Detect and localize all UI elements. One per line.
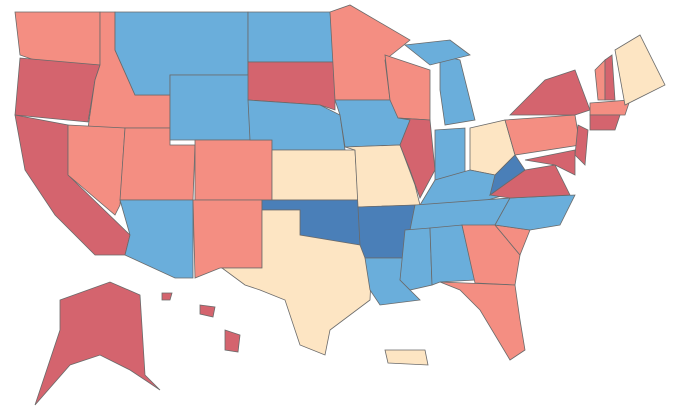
region[interactable] bbox=[194, 139, 273, 201]
region[interactable] bbox=[589, 114, 621, 131]
region[interactable] bbox=[403, 39, 471, 66]
region[interactable] bbox=[247, 61, 336, 111]
region[interactable] bbox=[524, 149, 576, 176]
region[interactable] bbox=[574, 124, 589, 166]
region[interactable] bbox=[504, 114, 581, 156]
region[interactable] bbox=[439, 54, 476, 126]
region[interactable] bbox=[199, 304, 216, 318]
region[interactable] bbox=[399, 227, 433, 291]
region[interactable] bbox=[397, 117, 436, 199]
region[interactable] bbox=[14, 57, 101, 123]
region[interactable] bbox=[509, 69, 591, 116]
region[interactable] bbox=[604, 54, 616, 101]
region[interactable] bbox=[34, 281, 161, 406]
region[interactable] bbox=[67, 124, 126, 216]
region[interactable] bbox=[161, 292, 173, 301]
region[interactable] bbox=[119, 199, 194, 279]
region[interactable] bbox=[489, 154, 526, 196]
region[interactable] bbox=[220, 209, 373, 356]
region[interactable] bbox=[247, 11, 336, 63]
region[interactable] bbox=[461, 224, 521, 286]
region[interactable] bbox=[192, 199, 263, 279]
region[interactable] bbox=[169, 74, 251, 141]
region[interactable] bbox=[439, 281, 526, 361]
region[interactable] bbox=[429, 224, 476, 286]
region[interactable] bbox=[224, 329, 241, 353]
region[interactable] bbox=[14, 11, 101, 66]
region[interactable] bbox=[384, 349, 429, 366]
region[interactable] bbox=[614, 34, 666, 106]
region[interactable] bbox=[434, 127, 466, 181]
region[interactable] bbox=[594, 59, 606, 101]
region[interactable] bbox=[271, 149, 359, 201]
region[interactable] bbox=[589, 99, 631, 116]
